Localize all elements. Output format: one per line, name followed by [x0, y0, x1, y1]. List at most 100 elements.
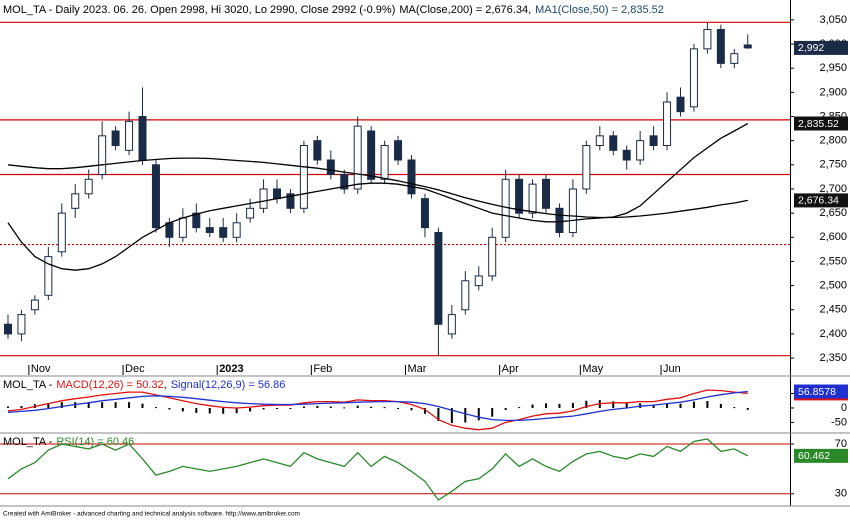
histogram-bar	[235, 407, 238, 414]
y-tick-label: 2,650	[819, 207, 847, 219]
panel-title: MOL_TA - Daily 2023. 06. 26. Open 2998, …	[3, 4, 664, 16]
histogram-bar	[262, 407, 265, 410]
candle-body	[689, 48, 698, 108]
value-box-label: 2,992	[798, 42, 824, 54]
histogram-bar	[128, 402, 131, 408]
candle-body	[353, 125, 362, 190]
histogram-bar	[87, 402, 90, 408]
y-tick-label: 0	[841, 402, 847, 414]
value-box	[794, 40, 848, 55]
candle-body	[273, 188, 281, 200]
value-box-label: 60.462	[798, 450, 830, 462]
y-tick-label: 2,550	[819, 255, 847, 267]
value-box-label: 2,835.52	[798, 118, 839, 130]
histogram-bar	[114, 402, 117, 408]
histogram-bar	[276, 407, 278, 409]
y-tick-label: 2,600	[819, 231, 847, 243]
value-box-label: 56.8578	[798, 386, 836, 398]
candle-body	[326, 159, 335, 175]
series-line	[7, 390, 748, 422]
histogram-bar	[692, 401, 695, 408]
histogram-bar	[464, 407, 467, 423]
candle-body	[4, 323, 12, 335]
y-tick-label: 30	[835, 488, 847, 500]
y-tick-label: 2,500	[819, 280, 847, 292]
histogram-bar	[316, 405, 319, 408]
candle-body	[205, 227, 214, 233]
candle-body	[542, 178, 550, 209]
candle-body	[407, 159, 416, 195]
histogram-bar	[558, 403, 561, 408]
histogram-bar	[706, 401, 709, 408]
histogram-bar	[504, 407, 507, 410]
separator: ,	[528, 4, 531, 16]
value-box	[794, 116, 848, 131]
histogram-bar	[477, 407, 480, 421]
y-tick-label: 2,700	[819, 183, 847, 195]
candle-body	[622, 149, 631, 161]
histogram-bar	[356, 405, 359, 408]
value-box	[794, 193, 848, 208]
footer: Created with AmiBroker - advanced charti…	[3, 511, 300, 518]
x-tick-label: Nov	[31, 363, 51, 375]
histogram-bar	[141, 403, 144, 408]
histogram-bar	[168, 407, 171, 410]
series-line	[7, 122, 749, 271]
candle-body	[138, 116, 147, 161]
candle-body	[461, 280, 470, 311]
candle-body	[663, 101, 672, 146]
candle-body	[17, 314, 26, 335]
candle-body	[44, 256, 53, 296]
title-text: MOL_TA -	[3, 379, 53, 391]
candle-body	[730, 53, 739, 64]
histogram-bar	[437, 407, 440, 421]
histogram-bar	[666, 403, 669, 408]
title-text: MOL_TA - Daily 2023. 06. 26. Open 2998, …	[3, 4, 395, 16]
value-box-label: 2,676.34	[798, 195, 839, 207]
histogram-bar	[370, 406, 373, 408]
histogram-bar	[719, 403, 722, 408]
y-tick-label: 2,450	[819, 304, 847, 316]
candle-body	[609, 135, 618, 151]
candle-body	[515, 178, 524, 214]
candle-body	[192, 212, 201, 229]
panel-title: MOL_TA - RSI(14) = 60.46	[3, 436, 134, 448]
histogram-bar	[625, 402, 628, 408]
histogram-bar	[101, 402, 104, 408]
histogram-bar	[343, 407, 346, 409]
y-tick-label: 2,950	[819, 62, 847, 74]
histogram-bar	[423, 407, 426, 414]
candle-body	[313, 140, 322, 161]
value-box	[794, 448, 848, 463]
candle-body	[246, 207, 255, 219]
candle-body	[71, 193, 80, 209]
histogram-bar	[746, 407, 749, 410]
candle-body	[178, 217, 187, 238]
candle-body	[125, 120, 134, 151]
candle-body	[286, 193, 295, 209]
candle-body	[582, 144, 591, 190]
candle-body	[259, 188, 268, 209]
candle-body	[528, 183, 537, 214]
histogram-bar	[195, 407, 198, 413]
legend-entry: MA1(Close,50) = 2,835.52	[535, 4, 664, 16]
histogram-bar	[329, 406, 332, 408]
histogram-bar	[518, 407, 521, 409]
candle-body	[151, 164, 160, 229]
candle-body	[703, 29, 712, 50]
candle-body	[636, 140, 645, 161]
candle-body	[474, 275, 483, 287]
candle-body	[434, 231, 443, 325]
value-box	[794, 384, 848, 399]
x-tick-label: May	[582, 363, 603, 375]
histogram-bar	[7, 406, 9, 408]
candle-body	[367, 130, 376, 180]
legend-entry: Signal(12,26,9) = 56.86	[171, 379, 286, 391]
candle-body	[380, 144, 389, 180]
x-tick-label: Feb	[313, 363, 332, 375]
histogram-bar	[249, 407, 252, 412]
candle-body	[84, 178, 93, 195]
histogram-bar	[612, 401, 615, 408]
